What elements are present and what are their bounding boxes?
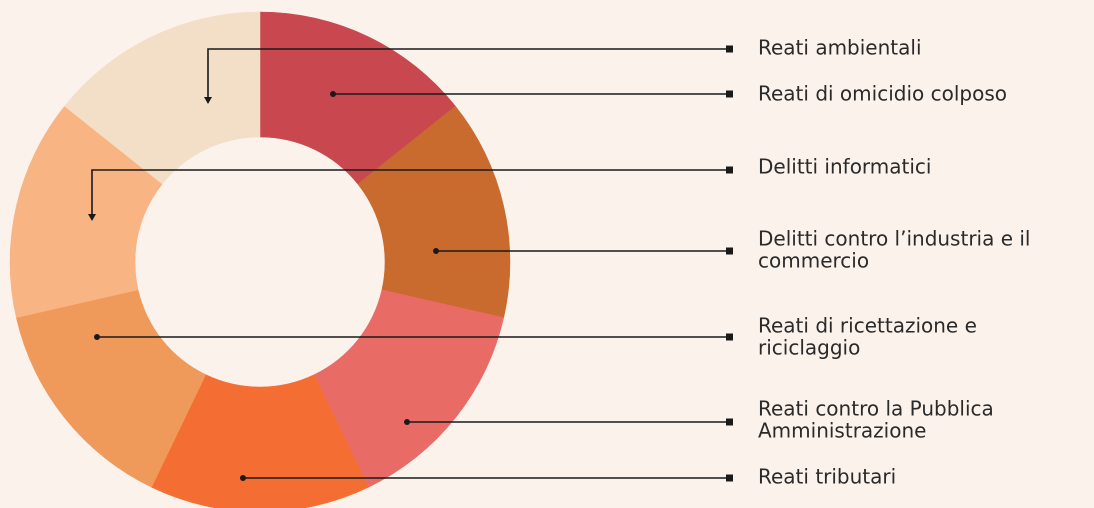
- item-label: Reati tributari: [758, 465, 896, 489]
- item-label: Reati ambientali: [758, 36, 922, 60]
- leader-end: [726, 45, 733, 53]
- leader-end: [726, 474, 733, 482]
- item-label: Reati di ricettazione e: [758, 314, 977, 338]
- leader-dot: [94, 334, 100, 340]
- item-label: Delitti contro l’industria e il: [758, 227, 1031, 251]
- item-label: Amministrazione: [758, 419, 926, 443]
- donut-segment: [357, 105, 511, 318]
- leader-dot: [240, 475, 246, 481]
- leader-dot: [330, 91, 336, 97]
- leader-end: [726, 418, 733, 426]
- donut-segment: [313, 289, 505, 488]
- leader-end: [726, 90, 733, 98]
- leader-arrow: [204, 97, 212, 104]
- leader-dot: [404, 419, 410, 425]
- item-label: riciclaggio: [758, 336, 860, 360]
- leader-line: [91, 169, 730, 218]
- item-label: Delitti informatici: [758, 155, 932, 179]
- item-label: Reati di omicidio colposo: [758, 82, 1007, 106]
- donut-segment: [15, 289, 207, 488]
- leader-dot: [433, 248, 439, 254]
- item-label: commercio: [758, 249, 869, 273]
- donut-segment: [259, 11, 456, 185]
- leader-arrow: [88, 214, 96, 221]
- leader-line: [207, 48, 730, 101]
- leader-end: [726, 333, 733, 341]
- donut-segment: [151, 374, 369, 508]
- donut-segment: [64, 11, 261, 185]
- item-label: Reati contro la Pubblica: [758, 397, 994, 421]
- leader-end: [726, 166, 733, 174]
- donut-segment: [9, 105, 163, 318]
- leader-end: [726, 247, 733, 255]
